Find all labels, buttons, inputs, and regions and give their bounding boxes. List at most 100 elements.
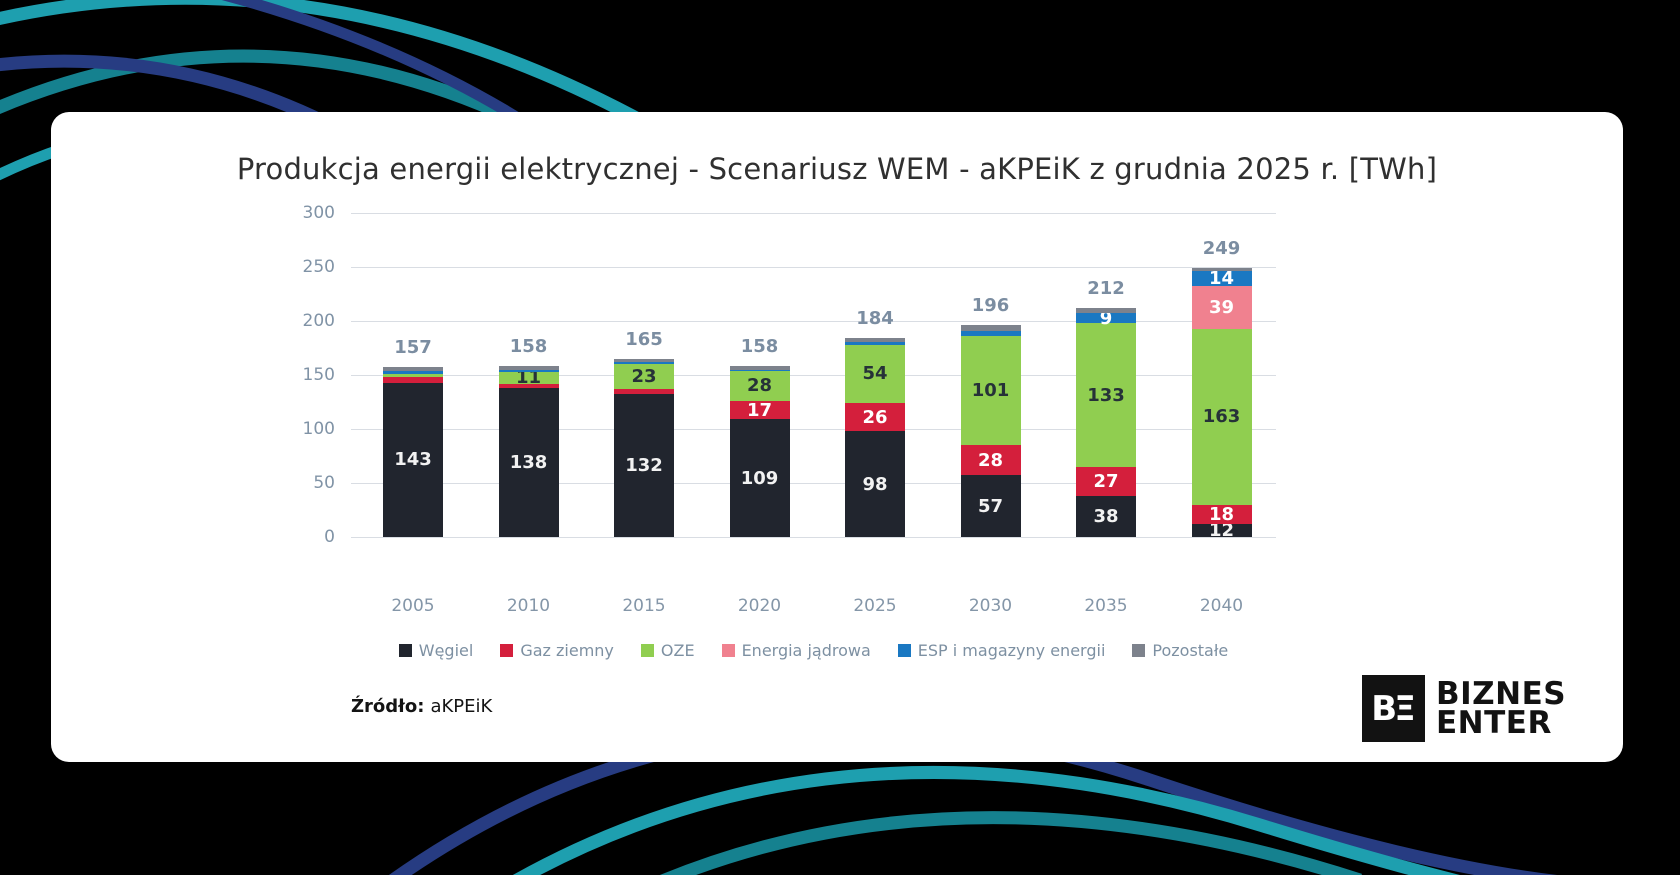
bar-segment: 109 <box>729 419 790 537</box>
x-axis-label: 2005 <box>391 596 435 616</box>
bar-segment-value: 39 <box>1208 297 1235 318</box>
legend-label: Gaz ziemny <box>520 640 614 660</box>
x-axis-label: 2015 <box>622 596 666 616</box>
legend-label: ESP i magazyny energii <box>917 640 1106 660</box>
legend-swatch <box>1132 643 1146 657</box>
chart-plot: 0 50 100 150 200 250 300 143 157 2005 138 11 158 2010… <box>303 203 1276 660</box>
y-axis-tick-label: 100 <box>302 419 335 439</box>
bar-segment: 163 <box>1191 328 1252 505</box>
bar-segment-value: 38 <box>1093 505 1119 527</box>
source-label: Źródło: <box>351 696 425 717</box>
bar-segment <box>614 358 674 363</box>
bar-segment: 18 <box>1191 503 1252 525</box>
y-axis-tick-label: 300 <box>302 203 335 223</box>
legend: Węgiel Gaz ziemny OZE Energia jądrowa ESP i … <box>311 639 1316 661</box>
legend-item: Węgiel <box>398 640 474 660</box>
bar-total-label: 196 <box>971 295 1010 317</box>
chart-card: Produkcja energii elektrycznej - Scenari… <box>51 112 1623 762</box>
bar-segment-value: 101 <box>971 380 1010 402</box>
bar-segment <box>383 373 443 378</box>
bar-segment: 143 <box>383 382 443 537</box>
legend-item: ESP i magazyny energii <box>897 640 1106 660</box>
legend-swatch <box>721 643 735 657</box>
y-axis-tick-label: 50 <box>313 473 335 493</box>
bar-segment-value: 18 <box>1208 503 1235 525</box>
bar-segment <box>960 325 1021 331</box>
brand-icon-letter-b: B <box>1371 688 1397 729</box>
source-note: Źródło: aKPEiK <box>351 696 492 717</box>
bar-total-label: 165 <box>625 328 663 350</box>
bar-segment-value: 54 <box>862 363 888 385</box>
legend-item: Pozostałe <box>1132 641 1228 660</box>
bar-segment: 98 <box>845 431 905 537</box>
bar-segment <box>383 367 443 371</box>
bar-segment <box>614 389 674 395</box>
bar-segment: 57 <box>960 475 1021 537</box>
bar-segment: 39 <box>1191 286 1252 329</box>
bar-segment: 23 <box>614 364 674 390</box>
legend-item: OZE <box>640 640 695 660</box>
grid-line <box>351 374 1276 376</box>
bar-segment-value: 57 <box>977 495 1004 517</box>
brand-name-line2: ENTER <box>1436 704 1552 741</box>
legend-swatch <box>897 643 911 657</box>
grid-line <box>351 428 1276 430</box>
grid-line <box>351 266 1276 268</box>
bar-segment-value: 17 <box>746 399 773 421</box>
bar-segment-value: 98 <box>862 473 888 495</box>
bar-segment-value: 26 <box>862 406 888 428</box>
bar-segment-value: 14 <box>1208 268 1235 290</box>
bar-segment-value: 132 <box>625 455 663 477</box>
bar-segment <box>383 370 443 374</box>
bar-segment-value: 133 <box>1087 384 1125 406</box>
bar-segment: 132 <box>614 394 674 537</box>
grid-line <box>351 212 1276 214</box>
bar-segment-value: 163 <box>1202 406 1241 428</box>
bar-segment <box>845 341 905 345</box>
legend-swatch <box>398 643 412 657</box>
bar-segment: 54 <box>845 344 905 404</box>
y-axis-tick-label: 250 <box>302 257 335 277</box>
legend-swatch <box>640 643 654 657</box>
brand-name-line1: BIZNES <box>1436 675 1567 712</box>
legend-label: Energia jądrowa <box>741 640 871 660</box>
y-axis-tick-label: 0 <box>324 527 335 547</box>
bar-total-label: 158 <box>740 336 779 358</box>
bar-segment: 27 <box>1076 466 1136 496</box>
bar-segment: 133 <box>1076 323 1136 467</box>
bar-total-label: 212 <box>1087 278 1125 300</box>
bar-segment <box>1076 308 1136 314</box>
grid-line <box>351 482 1276 484</box>
bar-segment-value: 138 <box>509 451 548 473</box>
bar-segment <box>614 362 674 365</box>
bar-total-label: 249 <box>1202 238 1241 260</box>
bar-segment <box>729 366 790 370</box>
bar-segment-value: 143 <box>394 449 432 471</box>
grid-line <box>351 536 1276 538</box>
bar-total-label: 157 <box>394 337 432 359</box>
legend-label: Pozostałe <box>1152 640 1229 660</box>
bar-total-label: 158 <box>509 336 548 358</box>
brand-logo-text: BIZNES ENTER <box>1436 675 1567 741</box>
legend-label: OZE <box>660 640 695 660</box>
bar-segment: 28 <box>960 445 1021 476</box>
grid-line <box>351 320 1276 322</box>
bar-segment <box>729 369 790 371</box>
bar-segment-value: 28 <box>746 375 773 397</box>
bar-segment <box>845 338 905 342</box>
legend-swatch <box>500 643 514 657</box>
bar-segment: 38 <box>1076 495 1136 537</box>
legend-item: Gaz ziemny <box>500 641 614 660</box>
bar-segment: 138 <box>498 387 559 537</box>
bar-segment <box>383 377 443 383</box>
legend-label: Węgiel <box>418 640 474 660</box>
bar-segment <box>498 369 559 372</box>
bar-segment <box>498 383 559 388</box>
bar-segment: 11 <box>498 367 559 388</box>
bar-segment-value: 11 <box>515 367 542 389</box>
bar-segment <box>960 330 1021 337</box>
bar-segment: 26 <box>845 403 905 432</box>
bar-segment: 12 <box>1191 520 1252 541</box>
